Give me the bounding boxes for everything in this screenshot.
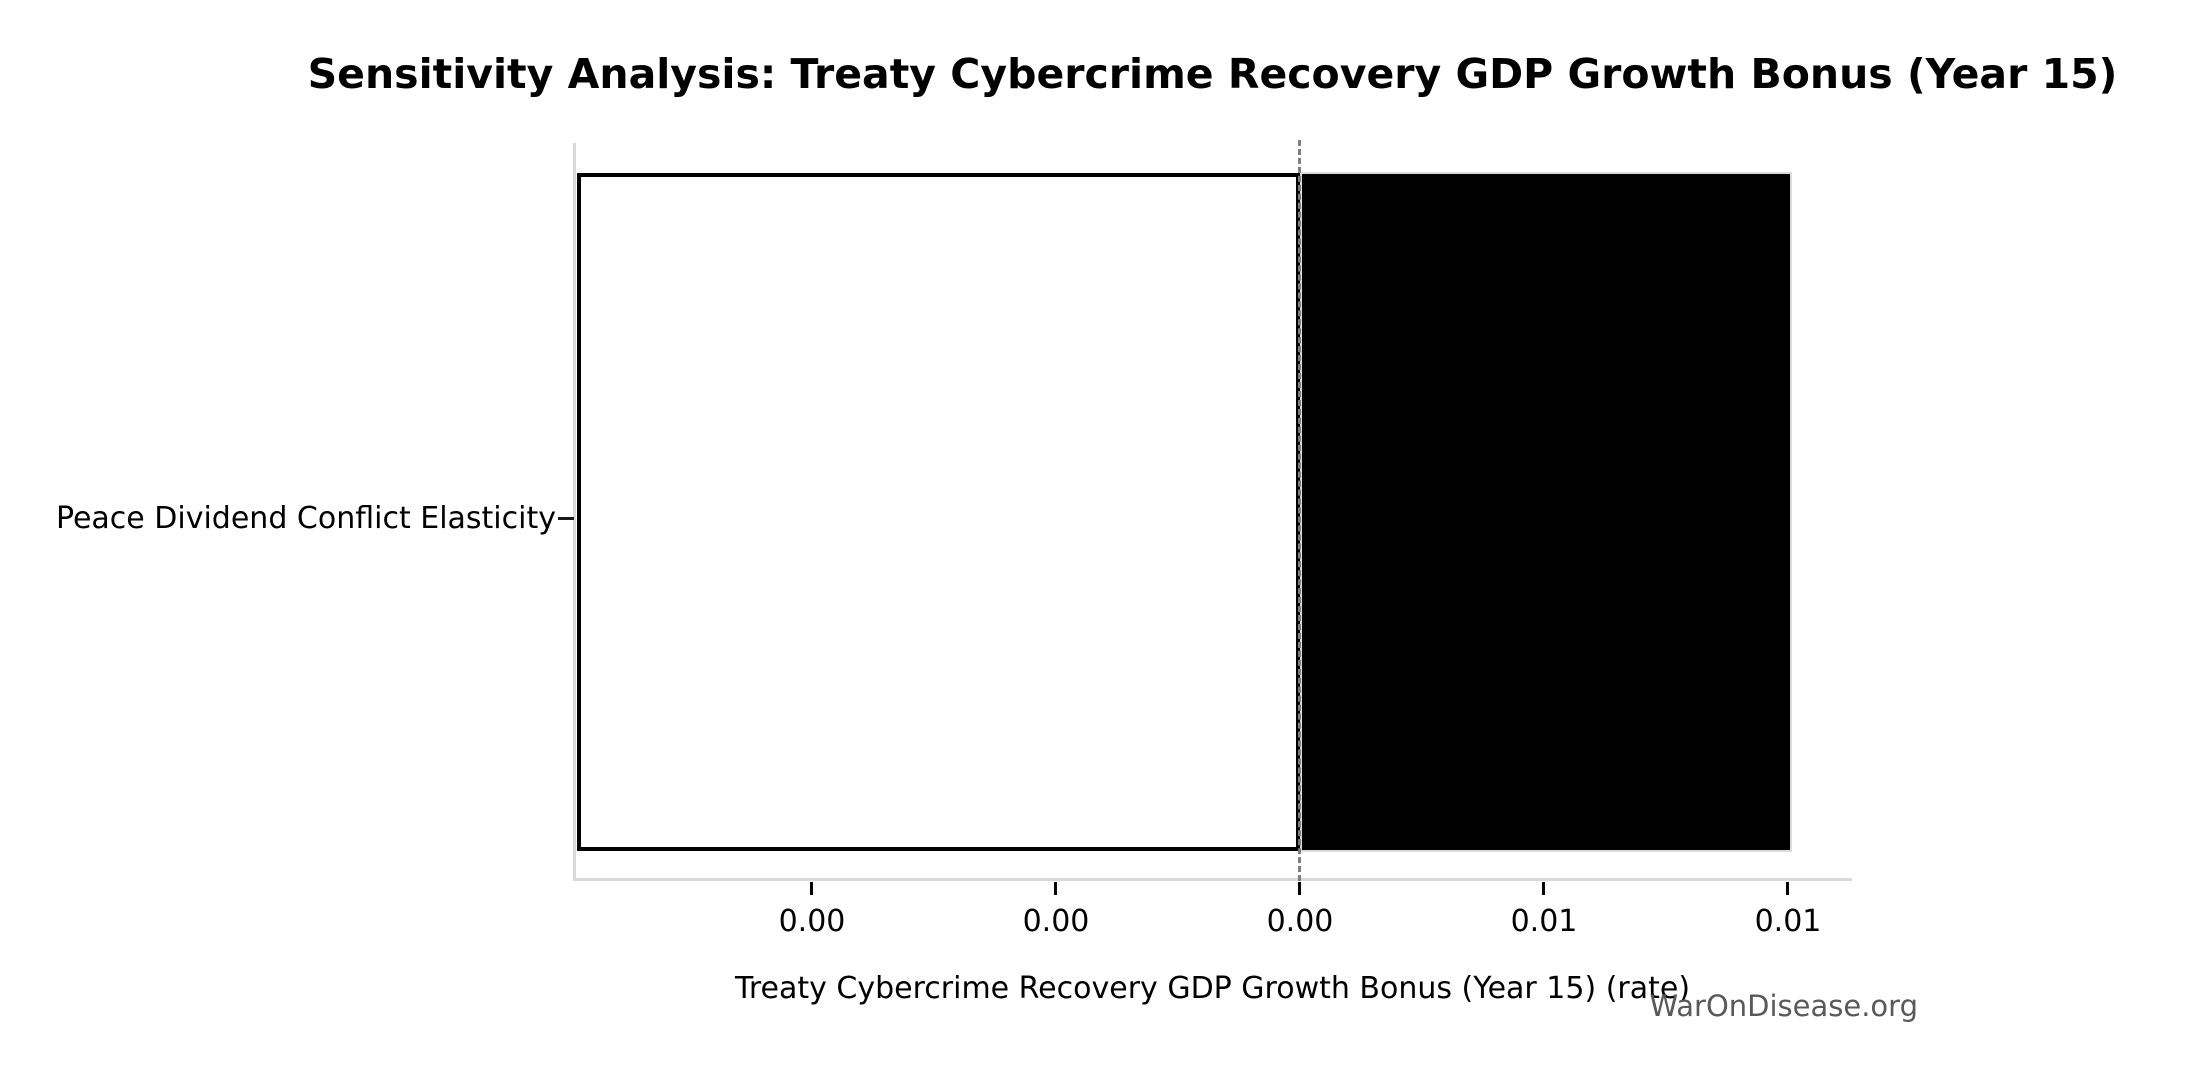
x-axis-label: Treaty Cybercrime Recovery GDP Growth Bo… [734, 971, 1691, 1006]
x-tick-label: 0.00 [1022, 904, 1090, 939]
x-tick-label: 0.00 [778, 904, 846, 939]
y-tick-mark [558, 517, 574, 520]
x-tick-mark [1542, 882, 1545, 895]
watermark-text: WarOnDisease.org [1649, 989, 1918, 1023]
x-tick-mark [810, 882, 813, 895]
y-tick-label: Peace Dividend Conflict Elasticity [55, 501, 556, 536]
low-range-bar [577, 173, 1300, 851]
chart-title-container: Sensitivity Analysis: Treaty Cybercrime … [308, 51, 2118, 97]
x-tick-label: 0.01 [1754, 904, 1822, 939]
high-range-bar [1300, 172, 1792, 852]
plot-area [573, 143, 1852, 881]
x-tick-label: 0.00 [1266, 904, 1334, 939]
x-tick-mark [1054, 882, 1057, 895]
x-tick-mark [1298, 882, 1301, 895]
x-tick-label: 0.01 [1510, 904, 1578, 939]
chart-title: Sensitivity Analysis: Treaty Cybercrime … [307, 50, 2118, 98]
x-tick-mark [1786, 882, 1789, 895]
baseline-dashed-line [1298, 140, 1301, 881]
